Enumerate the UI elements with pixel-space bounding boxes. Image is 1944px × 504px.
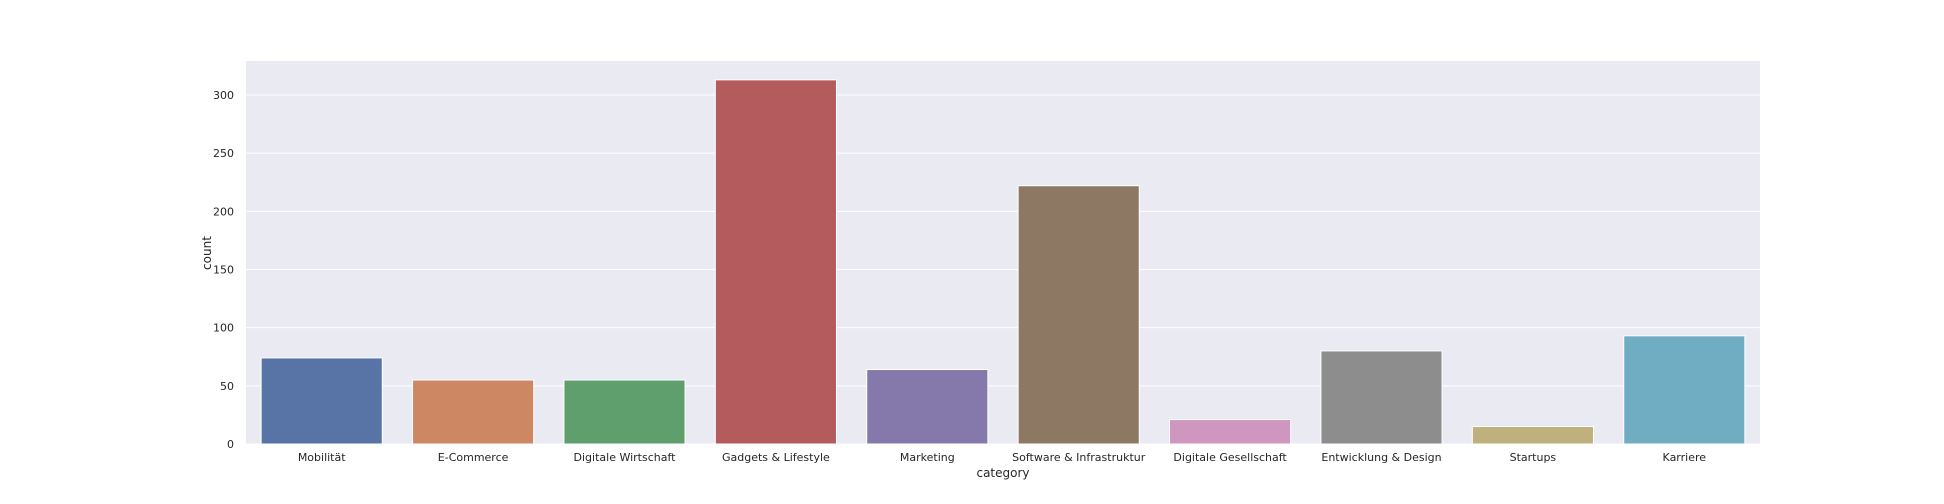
x-tick-label: Startups <box>1510 451 1557 464</box>
y-tick-label: 0 <box>227 438 234 451</box>
y-axis-label: count <box>200 236 214 270</box>
x-tick-label: Digitale Wirtschaft <box>574 451 677 464</box>
bar <box>412 379 535 445</box>
x-tick-label: Software & Infrastruktur <box>1012 451 1146 464</box>
bar <box>260 357 383 445</box>
bar <box>563 379 686 445</box>
bar <box>1169 419 1292 445</box>
y-tick-label: 300 <box>213 89 234 102</box>
x-tick-label: Digitale Gesellschaft <box>1173 451 1287 464</box>
bar <box>1017 185 1140 445</box>
bar <box>1471 426 1594 445</box>
x-tick-label: Mobilität <box>298 451 346 464</box>
y-tick-label: 200 <box>213 205 234 218</box>
x-tick-label: Gadgets & Lifestyle <box>722 451 830 464</box>
x-tick-label: E-Commerce <box>438 451 509 464</box>
bar <box>1320 350 1443 445</box>
bars <box>260 79 1746 445</box>
y-tick-label: 150 <box>213 264 234 277</box>
x-axis-label: category <box>976 466 1029 480</box>
bar <box>1623 335 1746 445</box>
y-tick-labels: 0 50 100 150 200 250 300 <box>213 89 234 451</box>
y-tick-label: 100 <box>213 322 234 335</box>
x-tick-labels: Mobilität E-Commerce Digitale Wirtschaft Ga… <box>298 451 1706 464</box>
y-tick-label: 50 <box>220 380 234 393</box>
x-tick-label: Karriere <box>1663 451 1707 464</box>
bar <box>866 369 989 445</box>
x-tick-label: Entwicklung & Design <box>1321 451 1441 464</box>
bar <box>714 79 837 445</box>
x-tick-label: Marketing <box>900 451 955 464</box>
y-tick-label: 250 <box>213 147 234 160</box>
